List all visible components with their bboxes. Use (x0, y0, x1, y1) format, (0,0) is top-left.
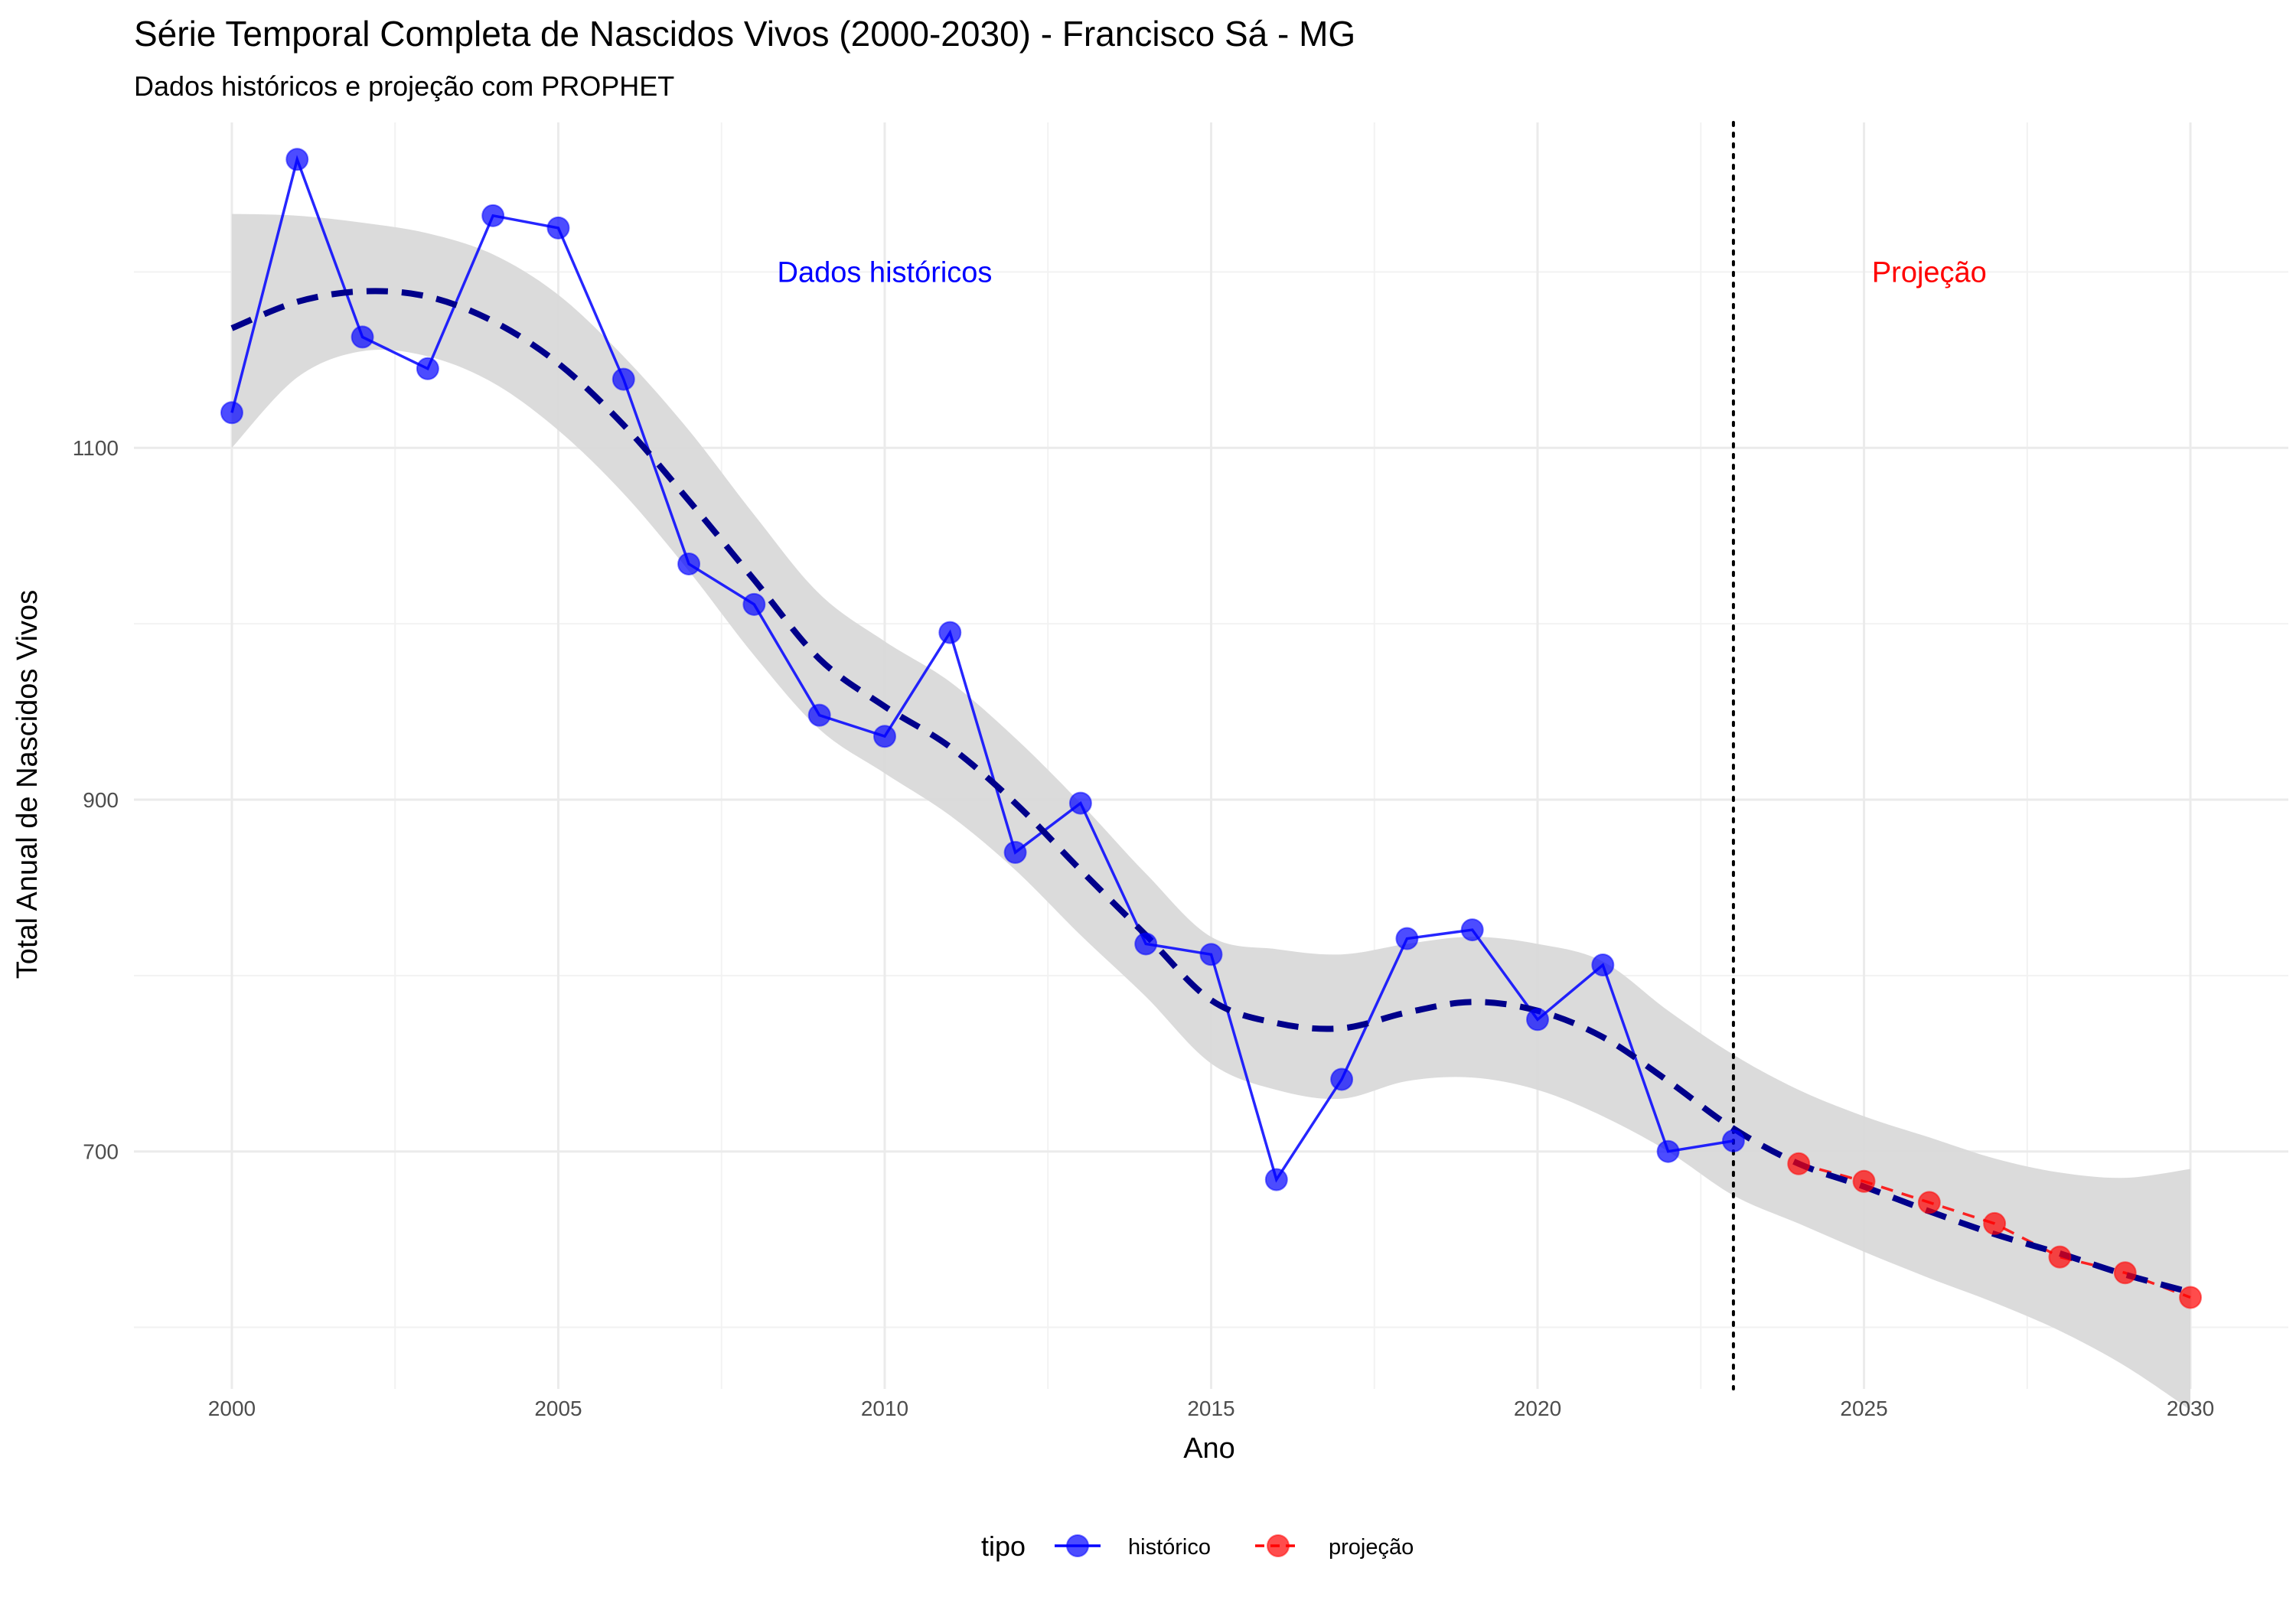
data-point-historico (416, 357, 439, 380)
data-point-projecao (1852, 1169, 1876, 1193)
data-point-historico (1591, 953, 1615, 977)
plot-panel: Dados históricos Projeção (134, 121, 2288, 1410)
data-point-historico (872, 725, 896, 748)
data-point-projecao (1787, 1152, 1811, 1175)
x-tick-label: 2005 (534, 1397, 582, 1420)
x-tick-label: 2025 (1840, 1397, 1887, 1420)
y-tick-label: 1100 (73, 436, 119, 460)
trend-line (230, 288, 2192, 1296)
x-tick-label: 2015 (1187, 1397, 1234, 1420)
y-axis-ticks: 700 900 1100 (73, 436, 119, 1163)
confidence-ribbon (231, 214, 2191, 1410)
data-point-projecao (2048, 1245, 2072, 1269)
x-tick-label: 2000 (208, 1397, 256, 1420)
data-point-historico (351, 325, 374, 349)
legend-title: tipo (981, 1530, 1026, 1562)
data-point-historico (1199, 943, 1223, 966)
data-point-historico (677, 552, 701, 575)
annotations: Dados históricos Projeção (778, 256, 1987, 288)
x-tick-label: 2010 (861, 1397, 908, 1420)
y-tick-label: 900 (83, 788, 119, 812)
confidence-ribbon-layer (231, 214, 2191, 1410)
data-point-historico (807, 703, 831, 727)
data-points (220, 148, 2203, 1309)
data-point-historico (612, 367, 635, 391)
y-tick-label: 700 (83, 1140, 119, 1164)
data-point-historico (1068, 791, 1092, 815)
data-point-historico (742, 592, 766, 616)
chart-title: Série Temporal Completa de Nascidos Vivo… (134, 14, 1355, 54)
legend-key-point (1267, 1534, 1290, 1557)
trend-line-layer (230, 288, 2192, 1296)
data-point-historico (1526, 1008, 1550, 1032)
data-point-historico (1003, 840, 1027, 864)
data-point-historico (1460, 918, 1484, 942)
data-point-historico (1395, 927, 1419, 950)
data-point-projecao (2113, 1261, 2137, 1285)
x-axis-ticks: 2000 2005 2010 2015 2020 2025 2030 (208, 1397, 2214, 1420)
legend-label: histórico (1128, 1535, 1211, 1560)
x-axis-title: Ano (1183, 1433, 1235, 1465)
data-point-historico (546, 216, 570, 240)
data-point-historico (285, 148, 309, 171)
x-tick-label: 2030 (2167, 1397, 2214, 1420)
data-point-historico (1264, 1168, 1288, 1191)
x-tick-label: 2020 (1514, 1397, 1561, 1420)
y-axis-title: Total Anual de Nascidos Vivos (11, 590, 44, 979)
chart-subtitle: Dados históricos e projeção com PROPHET (134, 70, 674, 102)
series-line-historico (230, 155, 1734, 1183)
data-point-historico (220, 401, 243, 425)
legend-label: projeção (1329, 1535, 1414, 1560)
data-point-projecao (2179, 1286, 2203, 1309)
annotation-0: Dados históricos (778, 256, 993, 288)
data-point-historico (938, 621, 962, 644)
data-point-historico (1721, 1129, 1745, 1152)
data-point-historico (1656, 1139, 1680, 1163)
legend: tipo histórico projeção (981, 1530, 1414, 1562)
data-point-projecao (1917, 1191, 1941, 1214)
data-point-projecao (1983, 1211, 2007, 1235)
data-point-historico (1134, 932, 1158, 956)
legend-key-point (1066, 1534, 1089, 1557)
annotation-1: Projeção (1872, 256, 1987, 288)
data-point-historico (481, 204, 505, 227)
data-point-historico (1330, 1068, 1354, 1091)
